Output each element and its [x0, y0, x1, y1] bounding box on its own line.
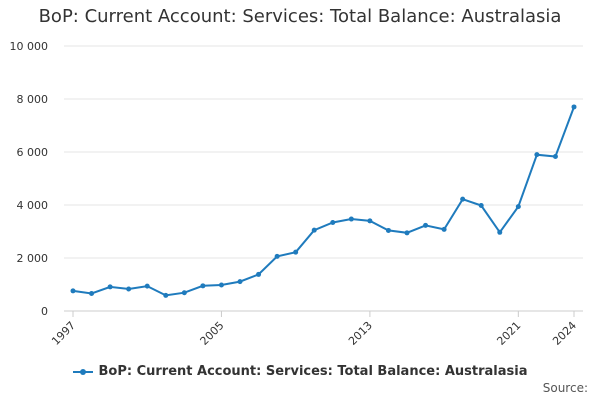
y-axis: 0 2 000 4 000 6 000 8 000 10 000 [10, 40, 49, 318]
data-point[interactable] [144, 283, 150, 289]
data-point[interactable] [571, 104, 577, 110]
gridlines [64, 45, 583, 312]
data-point[interactable] [126, 286, 132, 292]
data-point[interactable] [441, 226, 447, 232]
data-point[interactable] [311, 227, 317, 233]
data-point[interactable] [460, 196, 466, 202]
data-point[interactable] [404, 230, 410, 236]
data-point[interactable] [552, 154, 558, 160]
data-point[interactable] [423, 222, 429, 228]
y-tick-label: 4 000 [17, 199, 49, 212]
data-point[interactable] [274, 253, 280, 259]
x-tick-label: 2005 [198, 319, 227, 348]
series-line [72, 106, 575, 297]
data-point[interactable] [478, 203, 484, 209]
data-point[interactable] [330, 219, 336, 225]
y-tick-label: 6 000 [17, 146, 49, 159]
series-points [70, 104, 577, 298]
data-point[interactable] [181, 290, 187, 296]
y-tick-label: 0 [41, 305, 48, 318]
chart-title: BoP: Current Account: Services: Total Ba… [38, 6, 562, 27]
data-point[interactable] [348, 216, 354, 222]
legend-label: BoP: Current Account: Services: Total Ba… [98, 364, 528, 379]
data-point[interactable] [534, 152, 540, 158]
data-point[interactable] [497, 229, 503, 235]
data-point[interactable] [367, 218, 373, 224]
legend[interactable]: BoP: Current Account: Services: Total Ba… [0, 364, 600, 379]
x-tick-label: 2024 [550, 319, 579, 348]
data-point[interactable] [515, 204, 521, 210]
data-point[interactable] [218, 282, 224, 288]
x-axis: 1997 2005 2013 2021 2024 [49, 311, 579, 348]
y-tick-label: 10 000 [10, 40, 49, 53]
data-point[interactable] [256, 271, 262, 277]
data-point[interactable] [89, 291, 95, 297]
data-point[interactable] [200, 283, 206, 289]
y-tick-label: 2 000 [17, 252, 49, 265]
source-label: Source: [542, 381, 588, 395]
data-point[interactable] [163, 292, 169, 298]
y-tick-label: 8 000 [17, 93, 49, 106]
data-point[interactable] [237, 279, 243, 285]
x-tick-label: 2021 [494, 319, 523, 348]
data-point[interactable] [70, 288, 76, 294]
x-tick-label: 1997 [49, 319, 78, 348]
data-point[interactable] [293, 249, 299, 255]
legend-line-icon [72, 367, 93, 377]
x-tick-label: 2013 [346, 319, 375, 348]
data-point[interactable] [107, 284, 113, 290]
data-point[interactable] [385, 227, 391, 233]
